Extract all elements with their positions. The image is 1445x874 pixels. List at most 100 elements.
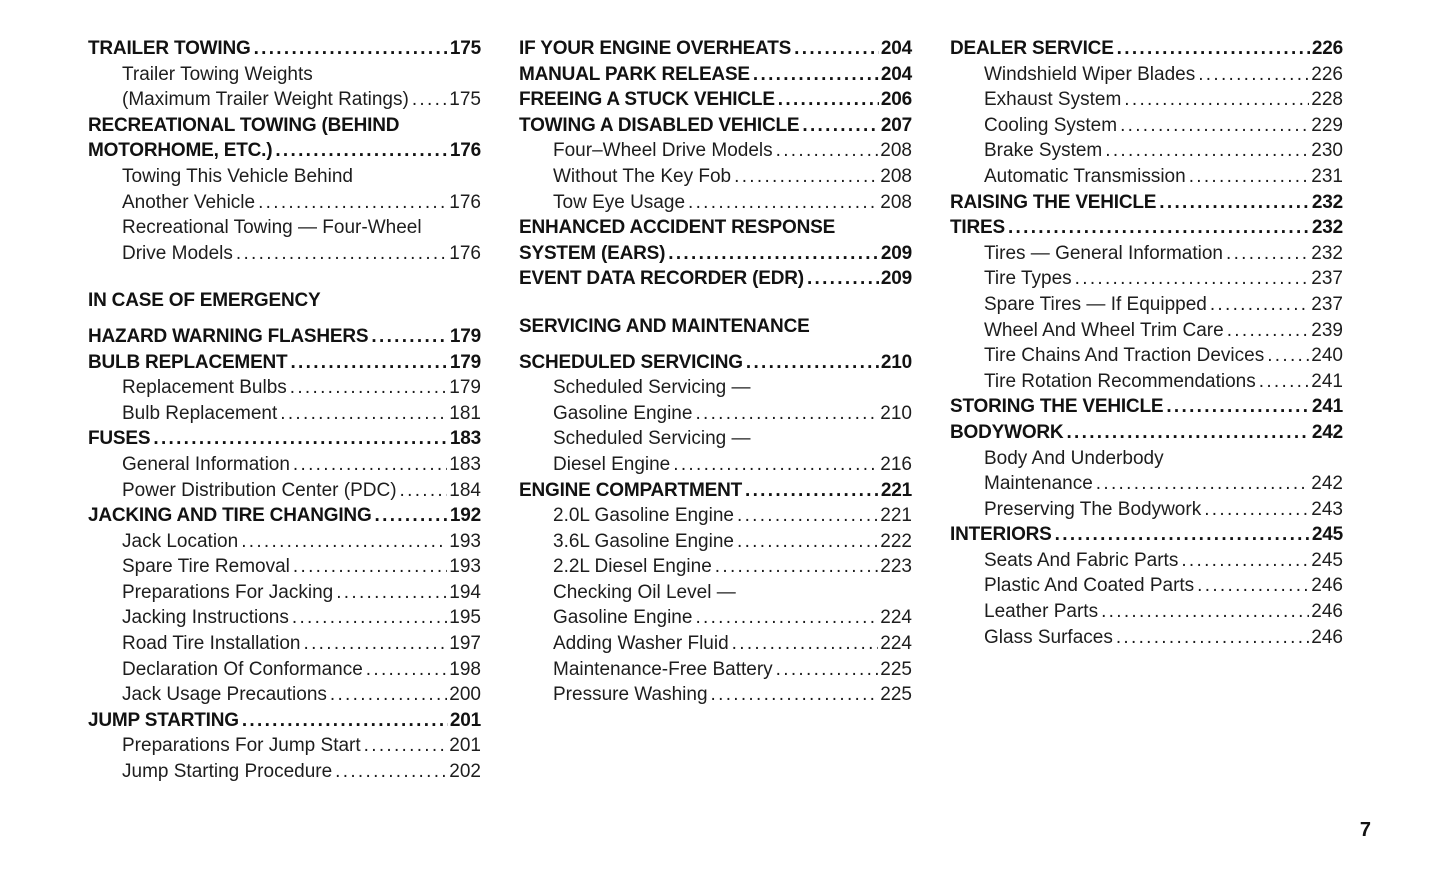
toc-entry-title: Plastic And Coated Parts — [984, 575, 1195, 597]
toc-entry-page: 241 — [1311, 396, 1343, 418]
toc-entry: MANUAL PARK RELEASE 204 — [519, 62, 912, 88]
toc-entry-page: 193 — [449, 530, 481, 552]
toc-entry-title: IN CASE OF EMERGENCY — [88, 290, 321, 312]
toc-entry: Diesel Engine 216 — [519, 452, 912, 478]
toc-entry: DEALER SERVICE 226 — [950, 36, 1343, 62]
toc-entry-page: 240 — [1311, 345, 1343, 367]
toc-entry: Pressure Washing 225 — [519, 682, 912, 708]
dot-leader-icon — [732, 631, 879, 657]
toc-entry-page: 204 — [880, 63, 912, 85]
toc-entry: IF YOUR ENGINE OVERHEATS 204 — [519, 36, 912, 62]
toc-entry-title: Four–Wheel Drive Models — [553, 140, 773, 162]
toc-entry: Another Vehicle 176 — [88, 190, 481, 216]
toc-entry-title: ENHANCED ACCIDENT RESPONSE — [519, 217, 836, 239]
dot-leader-icon — [734, 164, 878, 190]
toc-entry: EVENT DATA RECORDER (EDR) 209 — [519, 266, 912, 292]
toc-entry-title: Gasoline Engine — [553, 402, 693, 424]
toc-column-1: TRAILER TOWING175Trailer Towing Weights(… — [88, 36, 481, 785]
toc-entry: INTERIORS 245 — [950, 522, 1343, 548]
toc-entry: Leather Parts 246 — [950, 599, 1343, 625]
toc-entry-title: Pressure Washing — [553, 684, 708, 706]
toc-entry-page: 208 — [880, 165, 912, 187]
toc-entry-title: Recreational Towing — Four-Wheel — [122, 217, 422, 239]
toc-entry-page: 209 — [880, 268, 912, 290]
toc-entry-page: 207 — [880, 114, 912, 136]
toc-entry: Four–Wheel Drive Models 208 — [519, 138, 912, 164]
toc-entry-title: Glass Surfaces — [984, 626, 1113, 648]
dot-leader-icon — [254, 36, 448, 62]
toc-entry-page: 179 — [449, 325, 481, 347]
toc-entry-page: 225 — [880, 658, 912, 680]
toc-entry-page: 224 — [880, 633, 912, 655]
toc-entry-page: 232 — [1311, 242, 1343, 264]
toc-entry-title: Cooling System — [984, 114, 1118, 136]
toc-entry-page: 232 — [1311, 217, 1343, 239]
toc-entry: ENHANCED ACCIDENT RESPONSE — [519, 215, 912, 241]
dot-leader-icon — [753, 62, 879, 88]
toc-entry: Road Tire Installation 197 — [88, 631, 481, 657]
toc-entry-title: MOTORHOME, ETC.) — [88, 140, 273, 162]
toc-entry-page: 200 — [449, 684, 481, 706]
dot-leader-icon — [695, 401, 878, 427]
toc-entry: Trailer Towing Weights — [88, 62, 481, 88]
toc-entry: Preparations For Jump Start 201 — [88, 733, 481, 759]
toc-entry: Jack Location 193 — [88, 529, 481, 555]
toc-entry: Gasoline Engine 210 — [519, 401, 912, 427]
toc-column-2: IF YOUR ENGINE OVERHEATS204MANUAL PARK R… — [519, 36, 912, 785]
toc-entry-page: 202 — [449, 761, 481, 783]
toc-entry-title: Maintenance — [984, 473, 1093, 495]
dot-leader-icon — [1159, 190, 1310, 216]
toc-entry-page: 179 — [449, 351, 481, 373]
toc-entry: Without The Key Fob 208 — [519, 164, 912, 190]
dot-leader-icon — [1096, 471, 1310, 497]
dot-leader-icon — [412, 87, 447, 113]
toc-entry: Tire Types 237 — [950, 266, 1343, 292]
toc-entry: 2.0L Gasoline Engine 221 — [519, 503, 912, 529]
toc-entry-title: Road Tire Installation — [122, 633, 301, 655]
toc-entry: Declaration Of Conformance 198 — [88, 657, 481, 683]
toc-entry: Bulb Replacement 181 — [88, 401, 481, 427]
dot-leader-icon — [776, 138, 879, 164]
toc-entry-page: 246 — [1311, 601, 1343, 623]
toc-entry-page: 216 — [880, 453, 912, 475]
toc-entry: TRAILER TOWING 175 — [88, 36, 481, 62]
toc-entry-page: 208 — [880, 191, 912, 213]
toc-entry-page: 176 — [449, 242, 481, 264]
toc-entry-title: Preparations For Jacking — [122, 581, 334, 603]
toc-entry-page: 204 — [880, 38, 912, 59]
dot-leader-icon — [1124, 87, 1309, 113]
toc-entry-title: Another Vehicle — [122, 191, 256, 213]
toc-entry-page: 183 — [449, 453, 481, 475]
toc-entry-page: 176 — [449, 140, 481, 162]
toc-entry-title: Tire Rotation Recommendations — [984, 370, 1256, 392]
dot-leader-icon — [1189, 164, 1310, 190]
toc-entry-page: 226 — [1311, 38, 1343, 59]
toc-entry: Jacking Instructions 195 — [88, 605, 481, 631]
toc-entry: ENGINE COMPARTMENT 221 — [519, 478, 912, 504]
toc-entry: Scheduled Servicing — — [519, 426, 912, 452]
dot-leader-icon — [746, 350, 879, 376]
dot-leader-icon — [1066, 420, 1309, 446]
dot-leader-icon — [371, 324, 447, 350]
toc-columns: TRAILER TOWING175Trailer Towing Weights(… — [0, 0, 1445, 785]
toc-entry-title: TRAILER TOWING — [88, 38, 251, 59]
dot-leader-icon — [1210, 292, 1309, 318]
toc-entry-title: Without The Key Fob — [553, 165, 732, 187]
toc-entry: Plastic And Coated Parts 246 — [950, 573, 1343, 599]
toc-entry-title: RAISING THE VEHICLE — [950, 191, 1157, 213]
dot-leader-icon — [1116, 625, 1309, 651]
toc-entry-page: 237 — [1311, 268, 1343, 290]
toc-entry-title: HAZARD WARNING FLASHERS — [88, 325, 369, 347]
toc-entry-title: Drive Models — [122, 242, 233, 264]
toc-entry: (Maximum Trailer Weight Ratings) 175 — [88, 87, 481, 113]
toc-entry-title: BODYWORK — [950, 421, 1064, 443]
toc-entry: Tires — General Information 232 — [950, 241, 1343, 267]
dot-leader-icon — [695, 605, 878, 631]
dot-leader-icon — [1105, 138, 1309, 164]
toc-entry-page: 245 — [1311, 524, 1343, 546]
toc-entry-title: Tire Chains And Traction Devices — [984, 345, 1265, 367]
toc-entry-page: 222 — [880, 530, 912, 552]
toc-entry: TOWING A DISABLED VEHICLE 207 — [519, 113, 912, 139]
dot-leader-icon — [802, 113, 879, 139]
toc-entry: Body And Underbody — [950, 446, 1343, 472]
